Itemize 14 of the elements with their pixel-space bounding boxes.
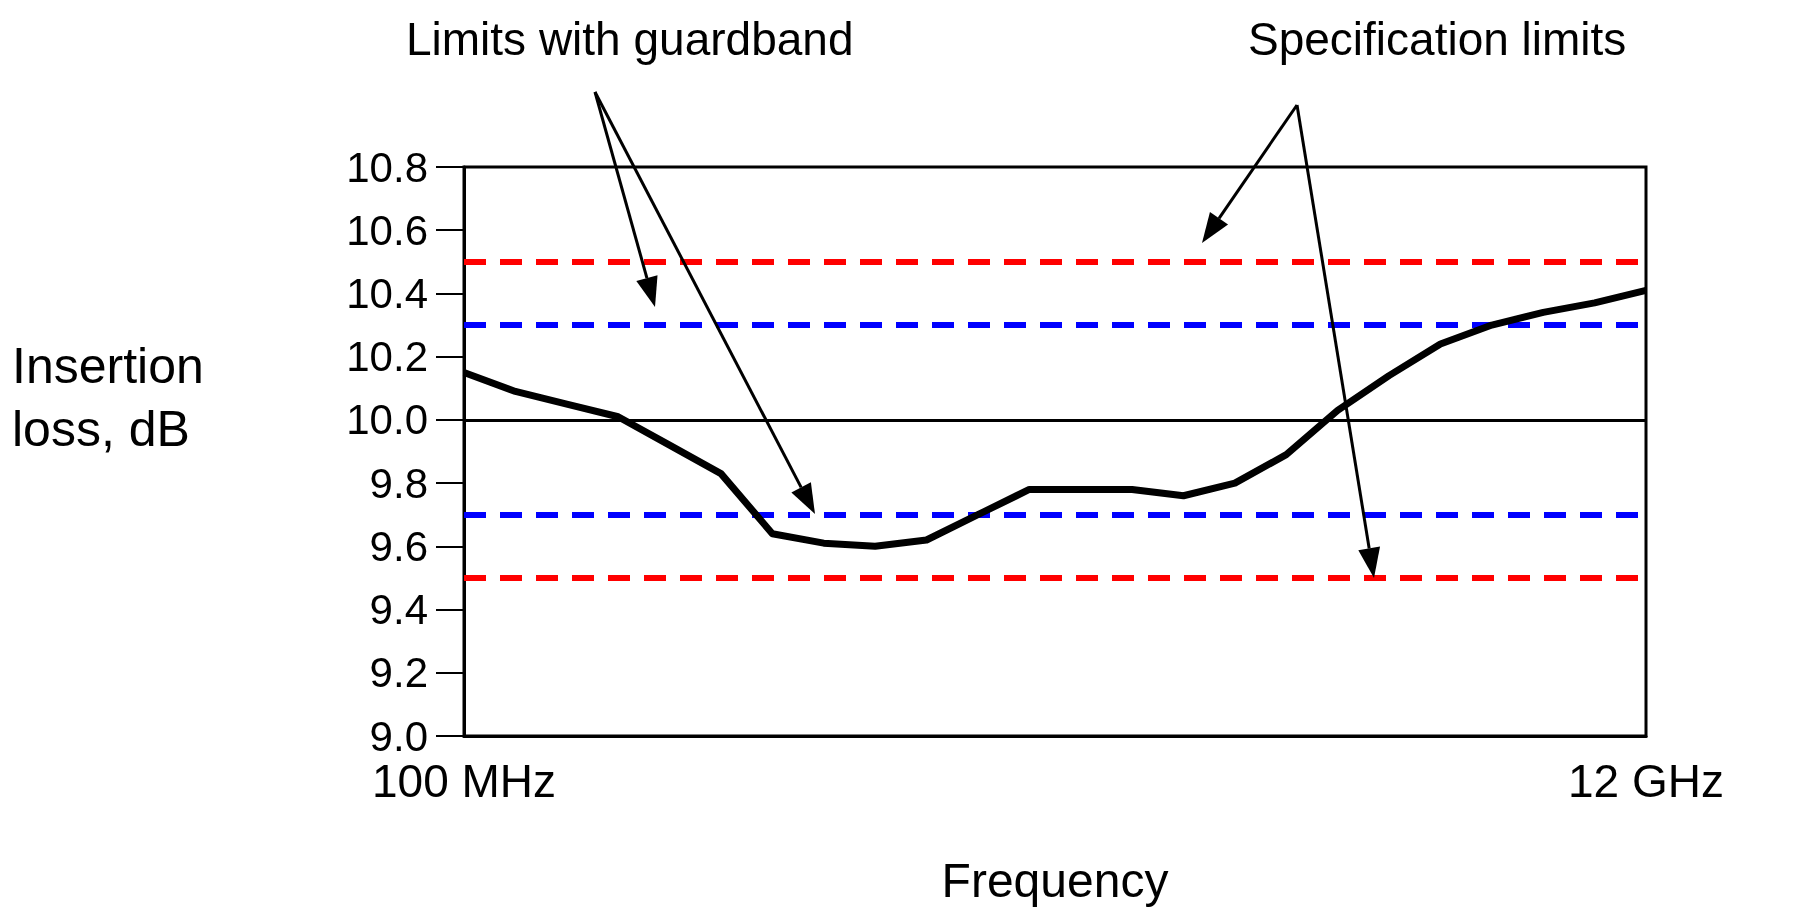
y-axis-title: Insertion loss, dB xyxy=(12,337,205,459)
y-tick-label: 10.0 xyxy=(346,396,428,444)
y-tick-label: 10.8 xyxy=(346,143,428,191)
text: Specification limits xyxy=(1248,12,1627,66)
y-tick-label: 10.2 xyxy=(346,333,428,381)
x-axis-title: Frequency xyxy=(941,853,1169,907)
y-tick-label: 10.4 xyxy=(346,269,428,317)
text: Limits with guardband xyxy=(406,12,854,66)
y-tick-label: 9.6 xyxy=(369,522,428,570)
y-tick-label: 10.6 xyxy=(346,206,428,254)
y-tick-label: 9.8 xyxy=(369,459,428,507)
x-tick-label: 12 GHz xyxy=(1568,755,1724,807)
y-tick-label: 9.4 xyxy=(369,586,428,634)
y-tick-label: 9.2 xyxy=(369,649,428,697)
